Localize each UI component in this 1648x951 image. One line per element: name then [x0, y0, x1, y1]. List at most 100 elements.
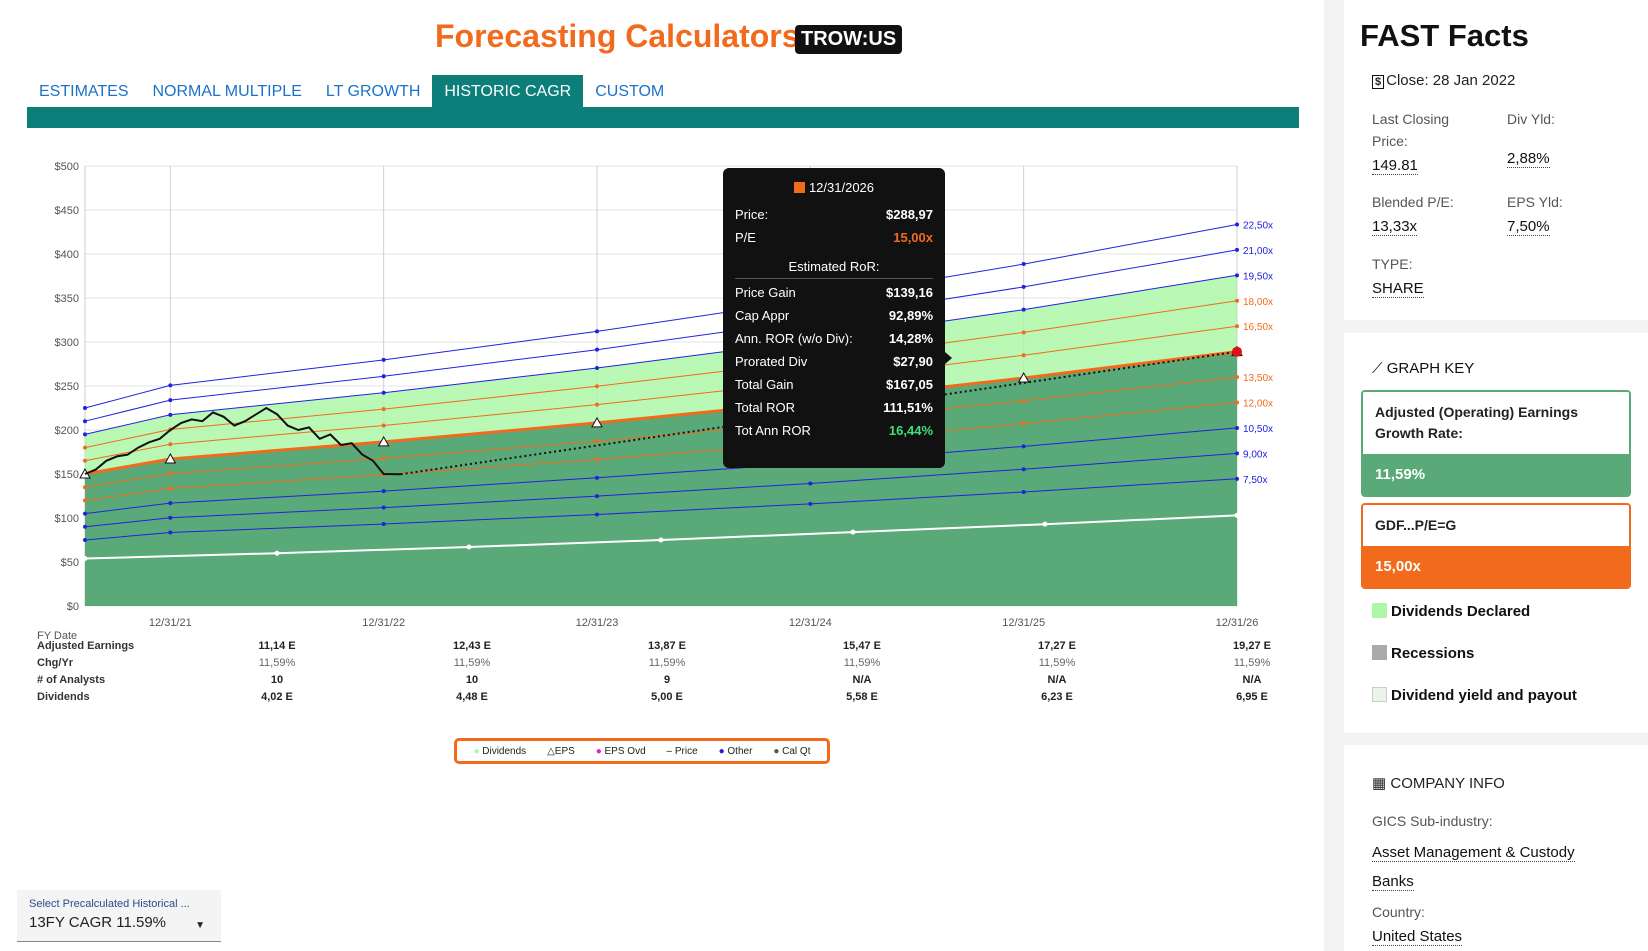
eps-yld-value[interactable]: 7,50%	[1507, 218, 1550, 236]
pe-point	[595, 457, 599, 462]
forecast-line	[400, 350, 1238, 476]
type-value[interactable]: SHARE	[1372, 280, 1424, 298]
pe-multiple-label: 16,50x	[1243, 322, 1273, 333]
cagr-select[interactable]: Select Precalculated Historical ... 13FY…	[17, 890, 221, 942]
row-label: Dividends	[37, 691, 90, 703]
legend-eps-ovd[interactable]: ● EPS Ovd	[595, 745, 646, 757]
tooltip-section-title: Estimated RoR:	[735, 259, 933, 279]
tooltip-pe-row: P/E 15,00x	[735, 230, 933, 245]
pe-multiple-label: 7,50x	[1243, 475, 1267, 486]
x-tick-label: 12/31/22	[362, 617, 405, 629]
tooltip-row: Tot Ann ROR 16,44%	[735, 423, 933, 438]
key-recessions[interactable]: Recessions	[1372, 645, 1474, 662]
dividend-point	[466, 544, 472, 550]
type-label: TYPE:	[1372, 256, 1413, 272]
estimates-table: Adjusted Earnings 11,14 E 12,43 E 13,87 …	[37, 640, 1307, 708]
table-cell: 6,23 E	[1041, 691, 1073, 703]
price-line	[84, 406, 401, 476]
tab-lt-growth[interactable]: LT GROWTH	[325, 83, 421, 100]
eps-marker	[591, 416, 603, 428]
gdf-label: GDF...P/E=G	[1363, 505, 1629, 546]
chevron-down-icon[interactable]: ▼	[195, 920, 205, 931]
gics-value[interactable]: Asset Management & Custody Banks	[1372, 844, 1575, 891]
forecast-chart[interactable]: $500 $450 $400 $350 $300 $250 $200 $150 $100 $50 $…	[0, 150, 1300, 630]
pe-point	[1235, 298, 1239, 303]
pe-point	[381, 390, 386, 395]
table-cell: 5,00 E	[651, 691, 683, 703]
pe-point	[595, 402, 599, 407]
pe-point	[168, 412, 173, 417]
pe-point	[83, 445, 87, 450]
pe-point	[595, 512, 599, 517]
pe-point	[1235, 375, 1239, 380]
row-analysts: # of Analysts 10 10 9 N/A N/A N/A	[37, 674, 1307, 691]
pe-point	[381, 407, 386, 412]
pe-multiple-label: 21,00x	[1243, 246, 1273, 257]
tab-bar	[27, 107, 1299, 128]
legend-eps[interactable]: △EPS	[547, 745, 575, 757]
tab-custom[interactable]: CUSTOM	[595, 83, 665, 100]
page-title: Forecasting Calculators	[435, 18, 800, 54]
y-tick-label: $200	[55, 425, 79, 437]
x-tick-label: 12/31/24	[789, 617, 832, 629]
ticker-badge: TROW:US	[795, 25, 903, 54]
table-cell: 11,59%	[648, 657, 686, 669]
pe-point	[83, 458, 87, 463]
last-closing-value[interactable]: 149.81	[1372, 157, 1418, 175]
fast-facts-title: FAST Facts	[1360, 18, 1529, 53]
y-tick-label: $50	[61, 557, 79, 569]
select-value: 13FY CAGR 11.59%	[29, 914, 167, 931]
tooltip-row: Total ROR 111,51%	[735, 400, 933, 415]
y-tick-label: $350	[55, 293, 79, 305]
dollar-icon: $	[1372, 75, 1385, 89]
table-cell: N/A	[1242, 674, 1262, 686]
fy-date-label: FY Date	[37, 630, 78, 642]
tooltip-arrow	[945, 352, 952, 364]
country-value[interactable]: United States	[1372, 928, 1463, 946]
gics-label: GICS Sub-industry:	[1372, 813, 1493, 829]
key-dividend-yield[interactable]: Dividend yield and payout	[1372, 687, 1577, 704]
pe-point	[1235, 451, 1239, 456]
pe-point	[595, 475, 599, 480]
pe-point	[381, 521, 386, 526]
building-icon: ▦	[1372, 775, 1387, 792]
tab-normal-multiple[interactable]: NORMAL MULTIPLE	[152, 83, 302, 100]
tab-historic-cagr[interactable]: HISTORIC CAGR	[432, 75, 584, 107]
pe-point	[381, 374, 386, 379]
pe-multiple-label: 18,00x	[1243, 297, 1273, 308]
x-tick-label: 12/31/26	[1216, 617, 1259, 629]
pe-point	[83, 524, 87, 529]
eps-yld-label: EPS Yld:	[1507, 194, 1563, 210]
pe-point	[1235, 324, 1239, 329]
tooltip-row: Prorated Div $27,90	[735, 354, 933, 369]
pe-point	[83, 406, 87, 410]
trend-icon: ⟋	[1372, 360, 1383, 377]
growth-rate-box[interactable]: Adjusted (Operating) Earnings Growth Rat…	[1361, 390, 1631, 497]
table-cell: 4,02 E	[261, 691, 293, 703]
gdf-box[interactable]: GDF...P/E=G 15,00x	[1361, 503, 1631, 589]
legend-other[interactable]: ● Other	[718, 745, 753, 757]
eps-marker	[164, 452, 177, 464]
pe-point	[168, 501, 173, 506]
earnings-area	[85, 351, 1237, 606]
row-chg-yr: Chg/Yr 11,59% 11,59% 11,59% 11,59% 11,59…	[37, 657, 1307, 674]
pe-point	[808, 481, 813, 486]
legend-dividends[interactable]: ● Dividends	[473, 745, 527, 757]
pe-point	[1021, 490, 1026, 495]
row-label: Adjusted Earnings	[37, 640, 135, 652]
row-adjusted-earnings: Adjusted Earnings 11,14 E 12,43 E 13,87 …	[37, 640, 1307, 657]
legend-price[interactable]: ‒ Price	[666, 745, 698, 757]
dividend-point	[82, 555, 88, 561]
blended-pe-value[interactable]: 13,33x	[1372, 218, 1418, 236]
pe-point	[381, 505, 386, 510]
pe-point	[83, 485, 87, 490]
div-yld-value[interactable]: 2,88%	[1507, 150, 1550, 168]
dividend-point	[658, 537, 664, 543]
tab-estimates[interactable]: ESTIMATES	[39, 83, 129, 100]
growth-rate-value: 11,59%	[1363, 454, 1629, 495]
table-cell: N/A	[1047, 674, 1067, 686]
key-dividends-declared[interactable]: Dividends Declared	[1372, 603, 1530, 620]
pe-point	[83, 498, 87, 503]
x-tick-label: 12/31/25	[1002, 617, 1045, 629]
legend-cal-qt[interactable]: ● Cal Qt	[773, 745, 811, 757]
